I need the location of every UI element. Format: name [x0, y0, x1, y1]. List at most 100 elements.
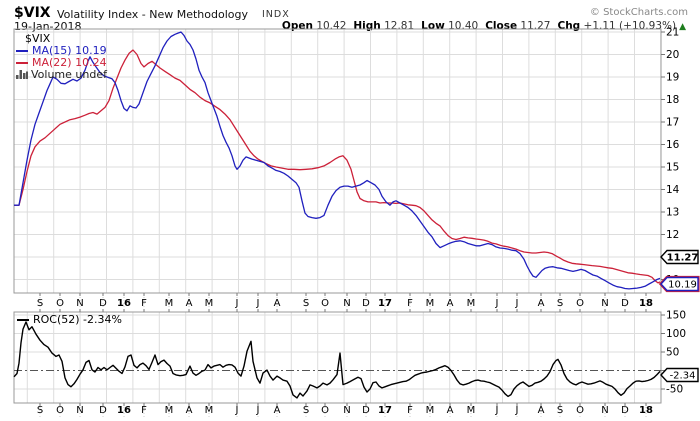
- up-arrow-icon: ▲: [679, 22, 686, 32]
- x-axis-label: F: [141, 298, 147, 309]
- volume-bar: [26, 71, 29, 79]
- x-axis-label: J: [515, 298, 519, 309]
- exchange-label: INDX: [262, 9, 290, 20]
- x-axis-label: N: [343, 298, 350, 309]
- ma15-line-icon: [16, 50, 28, 52]
- y-axis-label: 16: [666, 139, 680, 151]
- x-axis-label: N: [76, 405, 83, 416]
- x-axis-label: O: [321, 405, 329, 416]
- x-axis-label: 16: [117, 405, 131, 416]
- x-axis-label: D: [362, 298, 370, 309]
- ma-price-callout-text: 10.19: [668, 280, 697, 291]
- x-axis-label: M: [165, 405, 174, 416]
- x-axis-label: A: [447, 298, 454, 309]
- legend-ma15: MA(15) 10.19: [16, 45, 107, 57]
- ma-price-callout: [660, 276, 699, 292]
- x-axis-label: S: [37, 298, 43, 309]
- x-axis-label: D: [621, 298, 629, 309]
- x-axis-label: D: [99, 405, 107, 416]
- x-axis-label: O: [576, 298, 584, 309]
- roc-legend: ROC(52) -2.34%: [17, 313, 122, 326]
- x-axis-label: O: [56, 298, 64, 309]
- x-axis-label: A: [538, 298, 545, 309]
- x-axis-label: S: [303, 298, 309, 309]
- y-axis-label: 15: [666, 162, 679, 174]
- main-legend: $VIX MA(15) 10.19 MA(22) 10.24 Volume un…: [16, 33, 107, 81]
- x-axis-label: 17: [378, 405, 392, 416]
- y-axis-label: 21: [666, 27, 679, 39]
- x-axis-label: J: [495, 405, 499, 416]
- x-axis-label: 18: [639, 405, 653, 416]
- ma15-series-line: [14, 31, 661, 290]
- x-axis-label: N: [601, 405, 608, 416]
- x-axis-label: D: [362, 405, 370, 416]
- x-axis-label: D: [621, 405, 629, 416]
- x-axis-label: M: [165, 298, 174, 309]
- x-axis-label: N: [343, 405, 350, 416]
- x-axis-label: N: [76, 298, 83, 309]
- x-axis-label: O: [56, 405, 64, 416]
- x-axis-label: S: [303, 405, 309, 416]
- x-axis-label: J: [235, 298, 239, 309]
- x-axis-label: F: [407, 298, 413, 309]
- x-axis-label: D: [99, 298, 107, 309]
- x-axis-label: J: [235, 405, 239, 416]
- x-axis-label: M: [426, 405, 435, 416]
- roc-line-icon: [17, 319, 29, 321]
- x-axis-label: F: [141, 405, 147, 416]
- roc-panel-border: [13, 311, 662, 404]
- ma22-series-line: [14, 49, 661, 284]
- ma22-line-icon: [16, 62, 28, 64]
- y-axis-label: 20: [666, 49, 679, 61]
- x-axis-label: A: [186, 405, 193, 416]
- x-axis-label: M: [205, 298, 214, 309]
- x-axis-label: O: [321, 298, 329, 309]
- y-axis-label: 12: [666, 229, 679, 241]
- roc-value-callout: [660, 367, 699, 383]
- volume-bar: [16, 75, 19, 79]
- x-axis-label: 18: [639, 298, 653, 309]
- x-axis-label: S: [37, 405, 43, 416]
- x-axis-label: M: [426, 298, 435, 309]
- x-axis-label: S: [557, 405, 563, 416]
- x-axis-label: M: [205, 405, 214, 416]
- x-axis-label: A: [447, 405, 454, 416]
- y-axis-label: 17: [666, 117, 679, 129]
- x-axis-label: A: [274, 405, 281, 416]
- x-axis-label: J: [515, 405, 519, 416]
- x-axis-label: 16: [117, 298, 131, 309]
- x-axis-label: A: [274, 298, 281, 309]
- volume-bar: [19, 70, 22, 79]
- legend-ma22: MA(22) 10.24: [16, 57, 107, 69]
- roc-series-line: [13, 321, 661, 399]
- main-panel-border: [13, 28, 662, 294]
- chart-title: Volatility Index - New Methodology: [57, 8, 248, 21]
- copyright: © StockCharts.com: [589, 7, 688, 18]
- x-axis-label: S: [557, 298, 563, 309]
- legend-volume: Volume undef: [16, 69, 107, 81]
- roc-axis-label: 50: [666, 347, 679, 359]
- roc-axis-label: 150: [666, 310, 686, 322]
- close-price-callout: [660, 249, 699, 265]
- close-price-callout-text: 11.27: [667, 253, 699, 264]
- volume-bars-icon: [16, 70, 29, 79]
- roc-axis-label: -50: [666, 384, 683, 396]
- x-axis-label: M: [467, 405, 476, 416]
- chart-date: 19-Jan-2018: [14, 20, 82, 33]
- x-axis-label: A: [186, 298, 193, 309]
- legend-symbol: $VIX: [25, 32, 51, 45]
- y-axis-label: 14: [666, 184, 680, 196]
- roc-value-callout-text: -2.34: [670, 371, 696, 382]
- y-axis-label: 13: [666, 207, 679, 219]
- x-axis-label: O: [576, 405, 584, 416]
- volume-bar: [23, 73, 26, 79]
- y-axis-label: 18: [666, 94, 679, 106]
- x-axis-label: J: [495, 298, 499, 309]
- x-axis-label: F: [407, 405, 413, 416]
- symbol-title: $VIX: [14, 5, 51, 21]
- x-axis-label: A: [538, 405, 545, 416]
- x-axis-label: 17: [378, 298, 392, 309]
- x-axis-label: N: [601, 298, 608, 309]
- y-axis-label: 19: [666, 72, 679, 84]
